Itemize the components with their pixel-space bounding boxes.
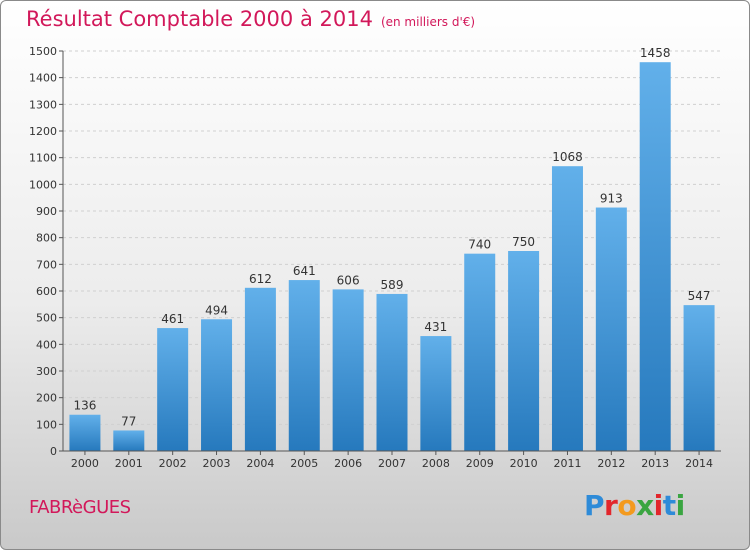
logo-letter: o bbox=[617, 489, 637, 522]
y-tick-label: 800 bbox=[36, 232, 57, 245]
data-label-2002: 461 bbox=[161, 312, 184, 326]
y-tick-label: 300 bbox=[36, 365, 57, 378]
bar-2008 bbox=[420, 336, 452, 451]
y-tick-label: 1300 bbox=[29, 98, 57, 111]
bar-2013 bbox=[639, 62, 671, 451]
bar-2001 bbox=[113, 430, 145, 451]
x-tick-label: 2013 bbox=[641, 457, 669, 470]
y-tick-label: 400 bbox=[36, 338, 57, 351]
data-label-2013: 1458 bbox=[640, 46, 671, 60]
y-tick-label: 1000 bbox=[29, 178, 57, 191]
data-label-2009: 740 bbox=[468, 238, 491, 252]
bar-2000 bbox=[69, 414, 101, 451]
data-label-2014: 547 bbox=[688, 289, 711, 303]
data-labels: 136 77 461 494 612 641 606 589 431 740 750 1068 913 1… bbox=[73, 46, 710, 428]
x-tick-label: 2005 bbox=[290, 457, 318, 470]
chart-title-main: Résultat Comptable 2000 à 2014 bbox=[26, 7, 373, 31]
y-tick-label: 0 bbox=[50, 445, 57, 458]
y-tick-label: 100 bbox=[36, 418, 57, 431]
y-tick-label: 500 bbox=[36, 312, 57, 325]
x-tick-label: 2004 bbox=[246, 457, 274, 470]
data-label-2001: 77 bbox=[121, 414, 136, 428]
x-tick-label: 2011 bbox=[553, 457, 581, 470]
x-tick-label: 2012 bbox=[597, 457, 625, 470]
data-label-2012: 913 bbox=[600, 192, 623, 206]
x-tick-label: 2008 bbox=[422, 457, 450, 470]
data-label-2004: 612 bbox=[249, 272, 272, 286]
x-tick-label: 2002 bbox=[159, 457, 187, 470]
bar-2005 bbox=[288, 280, 320, 451]
x-tick-label: 2003 bbox=[203, 457, 231, 470]
x-tick-label: 2001 bbox=[115, 457, 143, 470]
y-tick-label: 700 bbox=[36, 258, 57, 271]
bar-2006 bbox=[332, 289, 364, 451]
y-tick-label: 900 bbox=[36, 205, 57, 218]
y-tick-label: 1100 bbox=[29, 152, 57, 165]
chart-subtitle: (en milliers d'€) bbox=[380, 15, 476, 29]
x-tick-label: 2007 bbox=[378, 457, 406, 470]
bar-2012 bbox=[595, 207, 627, 451]
y-tick-label: 1400 bbox=[29, 72, 57, 85]
x-tick-label: 2009 bbox=[466, 457, 494, 470]
data-label-2007: 589 bbox=[381, 278, 404, 292]
y-tick-label: 1500 bbox=[29, 45, 57, 58]
chart-title: Résultat Comptable 2000 à 2014 (en millie… bbox=[26, 7, 475, 31]
x-tick-label: 2010 bbox=[510, 457, 538, 470]
bar-2014 bbox=[683, 305, 715, 451]
logo-letter: i bbox=[653, 489, 664, 522]
axes: 0 100 200 300 400 500 600 700 800 900 1000 1100 1200… bbox=[29, 45, 721, 470]
data-label-2010: 750 bbox=[512, 235, 535, 249]
bar-2009 bbox=[464, 253, 496, 451]
y-tick-label: 1200 bbox=[29, 125, 57, 138]
x-tick-label: 2000 bbox=[71, 457, 99, 470]
data-label-2006: 606 bbox=[337, 273, 360, 287]
data-label-2011: 1068 bbox=[552, 150, 583, 164]
x-tick-label: 2014 bbox=[685, 457, 713, 470]
logo-letter: r bbox=[604, 489, 618, 522]
data-label-2000: 136 bbox=[73, 399, 96, 413]
logo-letter: x bbox=[636, 489, 654, 522]
proxiti-logo[interactable]: Proxiti bbox=[584, 489, 685, 522]
commune-name: FABRèGUES bbox=[29, 497, 131, 518]
bar-2011 bbox=[551, 166, 583, 451]
y-tick-label: 600 bbox=[36, 285, 57, 298]
data-label-2003: 494 bbox=[205, 303, 228, 317]
bar-2002 bbox=[157, 328, 189, 451]
x-tick-label: 2006 bbox=[334, 457, 362, 470]
bars bbox=[69, 62, 715, 451]
data-label-2005: 641 bbox=[293, 264, 316, 278]
bar-2007 bbox=[376, 293, 408, 451]
bar-2003 bbox=[201, 319, 233, 451]
y-tick-label: 200 bbox=[36, 392, 57, 405]
logo-letter: P bbox=[584, 489, 605, 522]
logo-letter: t bbox=[662, 489, 676, 522]
logo-letter: i bbox=[675, 489, 686, 522]
data-label-2008: 431 bbox=[424, 320, 447, 334]
bar-2004 bbox=[244, 287, 276, 451]
bar-2010 bbox=[508, 251, 540, 451]
